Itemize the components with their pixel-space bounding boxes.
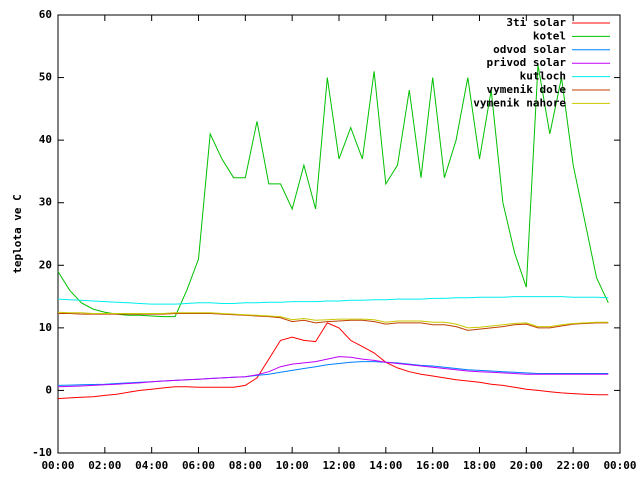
legend-label: vymenik nahore xyxy=(473,96,566,109)
x-tick-label: 00:00 xyxy=(603,459,636,472)
y-tick-label: 50 xyxy=(39,71,52,84)
series-line xyxy=(57,296,609,305)
legend-label: 3ti solar xyxy=(506,16,566,29)
y-tick-label: 40 xyxy=(39,133,52,146)
series-line xyxy=(57,361,609,386)
y-tick-label: 0 xyxy=(45,383,52,396)
legend-label: odvod solar xyxy=(493,43,566,56)
x-tick-label: 06:00 xyxy=(182,459,215,472)
series-line xyxy=(58,313,609,331)
y-axis-label: teplota ve C xyxy=(11,194,24,273)
legend-label: privod solar xyxy=(487,56,567,69)
x-tick-label: 16:00 xyxy=(416,459,449,472)
legend-label: kutloch xyxy=(520,70,566,83)
x-tick-label: 02:00 xyxy=(88,459,121,472)
x-tick-label: 00:00 xyxy=(41,459,74,472)
x-tick-label: 20:00 xyxy=(510,459,543,472)
x-tick-label: 04:00 xyxy=(135,459,168,472)
x-tick-label: 14:00 xyxy=(369,459,402,472)
series-line xyxy=(57,65,609,318)
y-tick-label: 60 xyxy=(39,8,52,21)
y-tick-label: 10 xyxy=(39,321,52,334)
series-line xyxy=(57,356,609,388)
legend-label: vymenik dole xyxy=(487,83,567,96)
series-line xyxy=(57,322,609,400)
series-line xyxy=(57,311,609,329)
y-tick-label: 30 xyxy=(39,196,52,209)
x-tick-label: 10:00 xyxy=(276,459,309,472)
legend-label: kotel xyxy=(533,29,566,42)
x-tick-label: 22:00 xyxy=(557,459,590,472)
y-tick-label: 20 xyxy=(39,258,52,271)
x-tick-label: 12:00 xyxy=(322,459,355,472)
x-tick-label: 08:00 xyxy=(229,459,262,472)
y-tick-label: -10 xyxy=(32,446,52,459)
x-tick-label: 18:00 xyxy=(463,459,496,472)
